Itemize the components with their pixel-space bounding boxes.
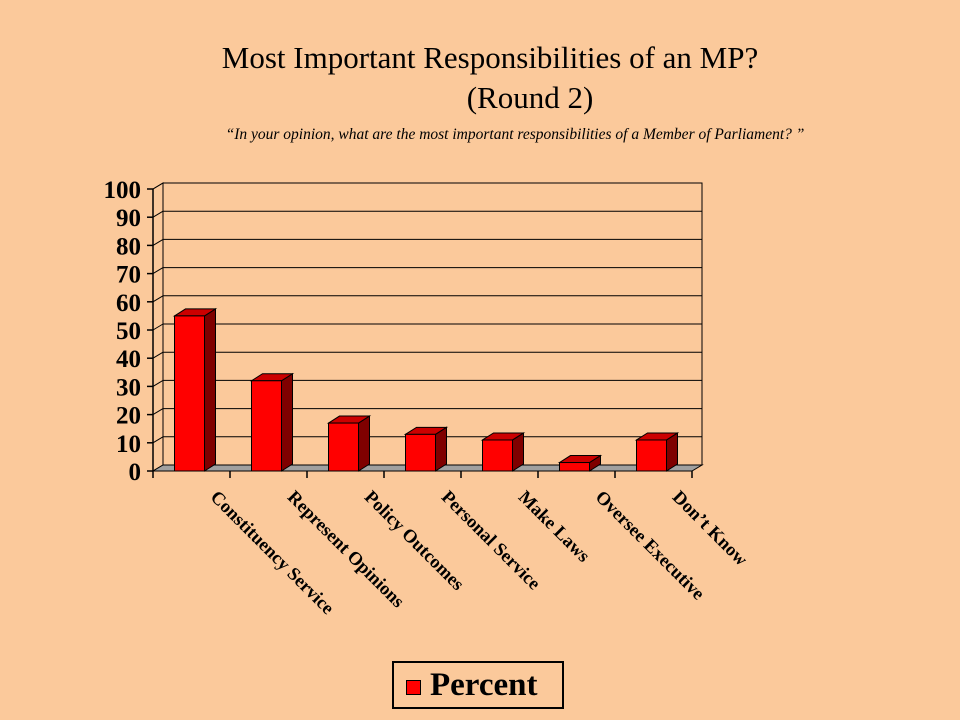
gridline-side <box>152 379 164 387</box>
gridline-side <box>152 436 164 444</box>
y-tick-label: 100 <box>104 177 142 204</box>
gridline-side <box>152 408 164 416</box>
bar-side <box>204 307 216 472</box>
bar <box>403 426 449 472</box>
bar-side <box>435 426 447 472</box>
bar-front <box>328 422 359 472</box>
legend-label: Percent <box>430 667 538 703</box>
y-tick-label: 20 <box>116 403 141 430</box>
y-tick-label: 60 <box>116 290 141 317</box>
y-tick-label: 30 <box>116 374 141 401</box>
bar <box>172 307 218 472</box>
chart-title: Most Important Responsibilities of an MP… <box>221 40 759 75</box>
y-tick-label: 50 <box>116 318 141 345</box>
gridline-side <box>152 182 164 190</box>
bar-front <box>174 315 205 472</box>
gridline-side <box>152 267 164 275</box>
bar <box>480 432 526 472</box>
bar <box>249 372 295 472</box>
bar <box>634 432 680 472</box>
x-tick-label: Don’t Know <box>668 487 751 570</box>
bar <box>557 454 603 472</box>
gridline-side <box>152 210 164 218</box>
bar-front <box>482 439 513 472</box>
y-tick-label: 70 <box>116 262 141 289</box>
gridline-side <box>152 238 164 246</box>
y-tick-label: 80 <box>116 233 141 260</box>
bar-front <box>251 380 282 472</box>
chart-title-round: (Round 2) <box>466 80 594 115</box>
chart-legend: Percent <box>392 661 564 709</box>
chart-subtitle: “In your opinion, what are the most impo… <box>225 126 805 143</box>
y-tick-label: 0 <box>129 459 142 486</box>
bar <box>326 415 372 472</box>
y-tick-label: 40 <box>116 346 141 373</box>
x-tick-label: Make Laws <box>514 487 593 566</box>
bar-side <box>358 415 370 472</box>
y-tick-label: 90 <box>116 205 141 232</box>
bar-front <box>636 439 667 472</box>
y-tick-label: 10 <box>116 431 141 458</box>
gridline-side <box>152 295 164 303</box>
bar-side <box>281 372 293 472</box>
gridline-side <box>152 323 164 331</box>
bar-front <box>559 462 590 472</box>
gridline-side <box>152 351 164 359</box>
legend-swatch <box>406 680 421 695</box>
bar-front <box>405 433 436 472</box>
